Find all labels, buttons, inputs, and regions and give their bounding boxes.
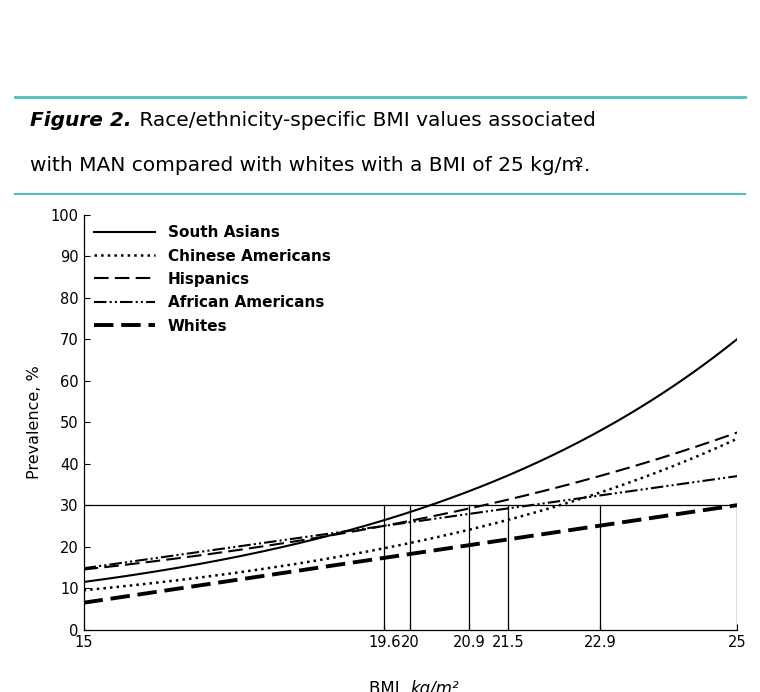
- Text: kg/m²: kg/m²: [410, 680, 459, 692]
- Text: Race/ethnicity-specific BMI values associated: Race/ethnicity-specific BMI values assoc…: [133, 111, 596, 129]
- Text: with MAN compared with whites with a BMI of 25 kg/m: with MAN compared with whites with a BMI…: [30, 156, 581, 174]
- Legend: South Asians, Chinese Americans, Hispanics, African Americans, Whites: South Asians, Chinese Americans, Hispani…: [91, 222, 334, 337]
- Text: 2: 2: [575, 156, 584, 170]
- Text: Figure 2.: Figure 2.: [30, 111, 132, 129]
- Text: BMI,: BMI,: [369, 680, 410, 692]
- Y-axis label: Prevalence, %: Prevalence, %: [27, 365, 43, 479]
- Text: .: .: [584, 156, 590, 174]
